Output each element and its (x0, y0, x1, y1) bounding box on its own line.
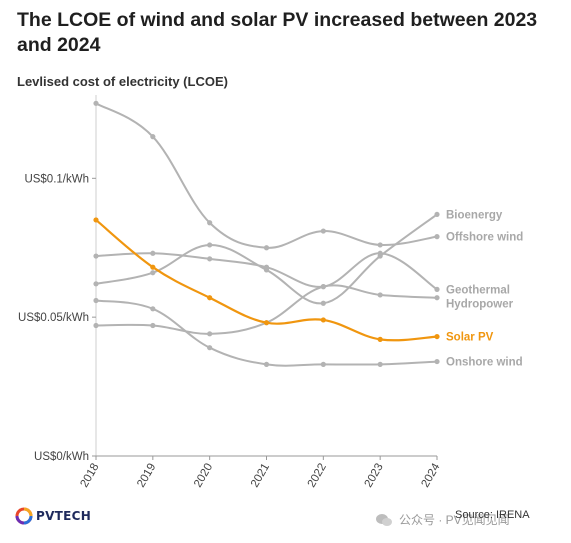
y-tick-label: US$0.05/kWh (18, 312, 89, 324)
data-point-bioenergy (434, 211, 440, 218)
line-chart: US$0/kWh US$0.05/kWh US$0.1/kWh 2018 2019 202… (18, 95, 523, 490)
data-point-offshore-wind (377, 242, 383, 248)
data-point-solar-pv (263, 320, 270, 326)
data-point-solar-pv (434, 333, 440, 340)
data-point-hydropower (207, 331, 213, 337)
series-label-onshore-wind: Onshore wind (446, 357, 523, 369)
watermark-text: 公众号 · PV见闻见闻 (399, 513, 510, 527)
x-tick-label: 2023 (363, 462, 386, 490)
series-bioenergy (93, 211, 440, 306)
data-point-onshore-wind (207, 345, 213, 351)
series-label-solar-pv: Solar PV (446, 332, 494, 344)
data-point-onshore-wind (150, 306, 156, 312)
data-point-geothermal (93, 253, 99, 259)
data-point-hydropower (377, 292, 383, 298)
axes: US$0/kWh US$0.05/kWh US$0.1/kWh 2018 2019 202… (18, 95, 443, 490)
pvtech-logo-icon (15, 507, 33, 525)
data-point-geothermal (207, 256, 213, 262)
logo-text: PVTECH (36, 509, 92, 523)
data-point-offshore-wind (150, 134, 156, 140)
wechat-icon (376, 513, 392, 526)
data-point-solar-pv (320, 317, 326, 323)
data-point-onshore-wind (320, 361, 326, 367)
data-point-solar-pv (207, 295, 213, 301)
data-point-bioenergy (93, 281, 99, 287)
x-tick-label: 2019 (135, 462, 158, 490)
data-point-onshore-wind (263, 361, 270, 367)
chart-subtitle: Levlised cost of electricity (LCOE) (17, 74, 228, 89)
x-tick-label: 2021 (249, 462, 272, 490)
data-point-hydropower (320, 284, 326, 290)
x-tick-label: 2020 (192, 462, 215, 490)
data-point-offshore-wind (207, 220, 213, 226)
series-hydropower (93, 284, 440, 337)
series-line-onshore-wind (95, 299, 438, 367)
series-solar-pv (93, 217, 440, 342)
x-tick-label: 2018 (78, 462, 101, 490)
data-point-offshore-wind (263, 245, 270, 251)
x-tick-label: 2022 (306, 462, 329, 490)
series-onshore-wind (93, 297, 440, 367)
data-point-solar-pv (150, 264, 156, 270)
series-label-geothermal: Geothermal (446, 284, 510, 296)
data-point-hydropower (93, 322, 99, 329)
y-tick-label: US$0.1/kWh (24, 173, 89, 185)
data-point-offshore-wind (93, 100, 99, 106)
data-point-geothermal (263, 264, 270, 270)
data-point-onshore-wind (93, 297, 99, 304)
series-label-hydropower: Hydropower (446, 298, 514, 310)
series-label-bioenergy: Bioenergy (446, 209, 503, 221)
chart-title: The LCOE of wind and solar PV increased … (17, 9, 538, 56)
data-point-onshore-wind (377, 361, 383, 367)
series-labels: Bioenergy Offshore wind Geothermal Hydropow… (446, 209, 523, 368)
data-point-solar-pv (377, 336, 383, 342)
y-tick-label: US$0/kWh (34, 451, 89, 463)
data-point-offshore-wind (320, 228, 326, 234)
data-point-bioenergy (207, 242, 213, 248)
series-label-offshore-wind: Offshore wind (446, 232, 523, 244)
data-point-hydropower (150, 322, 156, 329)
data-point-geothermal (434, 286, 440, 292)
series-line-offshore-wind (95, 102, 438, 249)
source-note: Source: IRENA (455, 509, 530, 521)
series-line-hydropower (95, 284, 438, 335)
pvtech-logo: PVTECH (15, 506, 91, 526)
data-point-offshore-wind (434, 234, 440, 240)
data-point-geothermal (377, 250, 383, 256)
data-point-geothermal (150, 250, 156, 256)
data-point-bioenergy (150, 270, 156, 276)
series-line-bioenergy (95, 213, 438, 305)
data-point-onshore-wind (434, 358, 440, 365)
data-point-hydropower (434, 295, 440, 301)
data-point-bioenergy (320, 300, 326, 306)
series-lines (93, 100, 440, 367)
x-tick-label: 2024 (419, 461, 442, 490)
data-point-solar-pv (93, 217, 99, 223)
series-offshore-wind (93, 100, 440, 251)
wechat-watermark: 公众号 · PV见闻见闻 (375, 511, 510, 528)
